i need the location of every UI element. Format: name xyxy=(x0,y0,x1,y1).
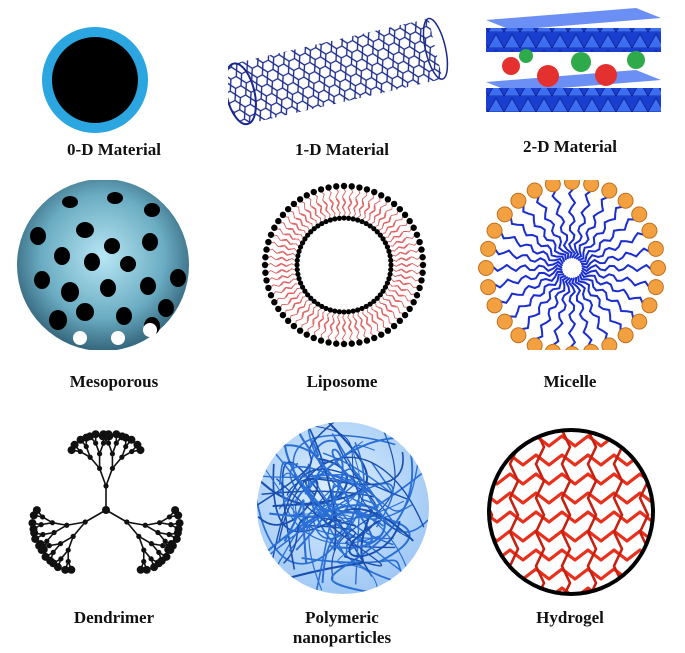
0d-material-illustration xyxy=(42,27,148,133)
label-hydrogel: Hydrogel xyxy=(536,608,604,627)
1d-material-nanotube xyxy=(228,17,449,126)
label-polymeric: Polymeric nanoparticles xyxy=(292,608,392,647)
label-2d-material: 2-D Material xyxy=(523,137,617,156)
mesoporous-sphere xyxy=(17,180,189,350)
label-micelle: Micelle xyxy=(543,372,597,391)
label-liposome: Liposome xyxy=(306,372,378,391)
cell-micelle: Micelle xyxy=(456,180,684,398)
2d-material-layers xyxy=(486,8,661,112)
cell-2d-material: 2-D Material xyxy=(456,0,684,218)
cell-dendrimer: Dendrimer xyxy=(0,420,228,638)
polymeric-nanoparticle xyxy=(257,422,429,594)
micelle-structure xyxy=(478,180,666,350)
label-0d-material: 0-D Material xyxy=(67,140,161,159)
cell-polymeric: Polymeric nanoparticles xyxy=(228,420,456,647)
cell-0d-material: 0-D Material xyxy=(0,0,228,218)
hydrogel-network xyxy=(487,428,655,596)
cell-liposome: Liposome xyxy=(228,180,456,398)
label-1d-material: 1-D Material xyxy=(295,140,389,159)
cell-hydrogel: Hydrogel xyxy=(456,420,684,638)
label-dendrimer: Dendrimer xyxy=(73,608,155,627)
cell-mesoporous: Mesoporous xyxy=(0,180,228,398)
liposome-bilayer xyxy=(261,182,427,348)
dendrimer-structure xyxy=(28,430,184,574)
cell-1d-material: 1-D Material xyxy=(228,0,456,218)
label-mesoporous: Mesoporous xyxy=(69,372,159,391)
